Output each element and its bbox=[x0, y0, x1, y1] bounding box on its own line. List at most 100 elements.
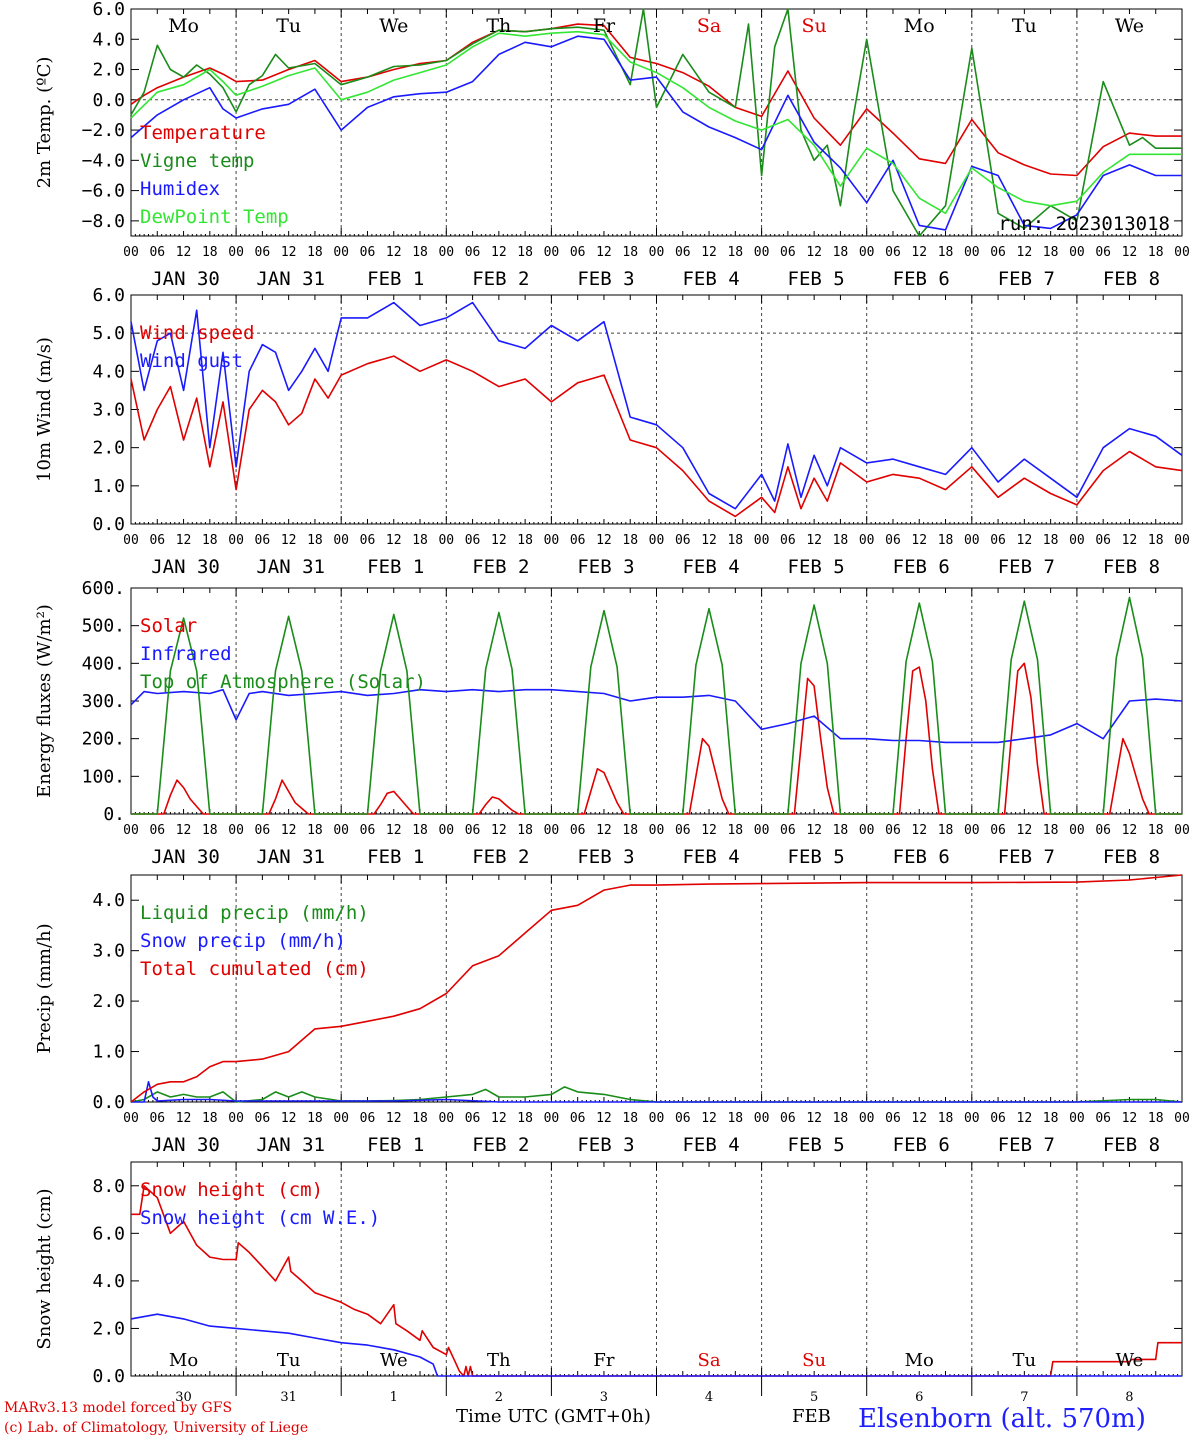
hour-tick-label: 18 bbox=[202, 1111, 218, 1126]
date-label: FEB 4 bbox=[682, 268, 739, 290]
hour-tick-label: 12 bbox=[911, 245, 927, 260]
day-name-label: Mo bbox=[168, 15, 199, 37]
y-tick-label: 2.0 bbox=[92, 991, 125, 1012]
day-name-label: Mo bbox=[905, 1350, 934, 1371]
hour-tick-label: 18 bbox=[202, 245, 218, 260]
date-label: JAN 30 bbox=[151, 1134, 220, 1156]
hour-tick-label: 06 bbox=[990, 823, 1006, 838]
hour-tick-label: 18 bbox=[202, 533, 218, 548]
hour-tick-label: 00 bbox=[859, 245, 875, 260]
hour-tick-label: 12 bbox=[701, 1111, 717, 1126]
hour-tick-label: 00 bbox=[544, 533, 560, 548]
series-line-wind-speed bbox=[130, 355, 1183, 518]
date-label: FEB 2 bbox=[472, 1134, 529, 1156]
hour-tick-label: 00 bbox=[1174, 823, 1190, 838]
hour-tick-label: 18 bbox=[517, 245, 533, 260]
hour-tick-label: 06 bbox=[149, 245, 165, 260]
hour-tick-label: 18 bbox=[1148, 1111, 1164, 1126]
hour-tick-label: 12 bbox=[596, 533, 612, 548]
hour-tick-label: 12 bbox=[911, 823, 927, 838]
hour-tick-label: 18 bbox=[307, 533, 323, 548]
day-name-label: Mo bbox=[169, 1350, 198, 1371]
hour-tick-label: 18 bbox=[727, 245, 743, 260]
day-name-label: Tu bbox=[1012, 15, 1037, 37]
hour-tick-label: 00 bbox=[544, 823, 560, 838]
hour-tick-label: 12 bbox=[1017, 1111, 1033, 1126]
hour-tick-label: 06 bbox=[149, 1111, 165, 1126]
date-label: JAN 31 bbox=[256, 846, 325, 868]
date-label: FEB 2 bbox=[472, 268, 529, 290]
date-label: FEB 2 bbox=[472, 556, 529, 578]
hour-tick-label: 12 bbox=[701, 533, 717, 548]
hour-tick-label: 06 bbox=[1095, 533, 1111, 548]
hour-tick-label: 18 bbox=[727, 823, 743, 838]
hour-tick-label: 00 bbox=[964, 1111, 980, 1126]
date-label: FEB 6 bbox=[893, 846, 950, 868]
day-number-label: 30 bbox=[175, 1390, 192, 1405]
hour-tick-label: 18 bbox=[833, 245, 849, 260]
hour-tick-label: 18 bbox=[622, 533, 638, 548]
y-tick-label: 0.0 bbox=[92, 514, 125, 535]
hour-tick-label: 00 bbox=[1069, 533, 1085, 548]
legend-entry: Solar bbox=[140, 615, 197, 637]
date-label: FEB 7 bbox=[998, 556, 1055, 578]
day-number-label: 8 bbox=[1125, 1390, 1133, 1405]
hour-tick-label: 18 bbox=[938, 245, 954, 260]
hour-tick-label: 00 bbox=[1069, 823, 1085, 838]
legend-entry: Total cumulated (cm) bbox=[140, 958, 369, 980]
hour-tick-label: 06 bbox=[360, 533, 376, 548]
hour-tick-label: 00 bbox=[333, 533, 349, 548]
day-name-label: We bbox=[1115, 15, 1144, 37]
hour-tick-label: 06 bbox=[1095, 245, 1111, 260]
hour-tick-label: 18 bbox=[412, 533, 428, 548]
time-axis-label: Time UTC (GMT+0h) bbox=[456, 1406, 651, 1427]
hour-tick-label: 18 bbox=[517, 1111, 533, 1126]
day-number-label: 7 bbox=[1020, 1390, 1028, 1405]
hour-tick-label: 18 bbox=[517, 823, 533, 838]
hour-tick-label: 06 bbox=[255, 823, 271, 838]
series-line-snow-height-cm-w-e- bbox=[130, 1313, 1182, 1377]
legend-entry: Top of Atmosphere (Solar) bbox=[140, 671, 426, 693]
hour-tick-label: 06 bbox=[570, 245, 586, 260]
day-name-label: We bbox=[379, 15, 408, 37]
hour-tick-label: 06 bbox=[675, 533, 691, 548]
hour-tick-label: 06 bbox=[780, 823, 796, 838]
day-number-label: 2 bbox=[495, 1390, 503, 1405]
hour-tick-label: 00 bbox=[438, 1111, 454, 1126]
hour-tick-label: 06 bbox=[990, 245, 1006, 260]
hour-tick-label: 06 bbox=[465, 533, 481, 548]
y-axis-title: Energy fluxes (W/m²) bbox=[34, 604, 55, 798]
date-label: JAN 30 bbox=[151, 846, 220, 868]
date-label: JAN 31 bbox=[256, 1134, 325, 1156]
hour-tick-label: 00 bbox=[333, 245, 349, 260]
legend-entry: Wind speed bbox=[140, 322, 254, 344]
hour-tick-label: 18 bbox=[307, 823, 323, 838]
y-tick-label: 6.0 bbox=[92, 285, 125, 306]
date-label: FEB 1 bbox=[367, 1134, 424, 1156]
hour-tick-label: 18 bbox=[622, 245, 638, 260]
day-number-label: 31 bbox=[280, 1390, 297, 1405]
day-name-label: Su bbox=[802, 1350, 826, 1371]
hour-tick-label: 12 bbox=[596, 823, 612, 838]
date-label: JAN 30 bbox=[151, 556, 220, 578]
date-label: FEB 7 bbox=[998, 268, 1055, 290]
y-tick-label: −8.0 bbox=[82, 211, 125, 232]
date-label: JAN 30 bbox=[151, 268, 220, 290]
hour-tick-label: 06 bbox=[465, 823, 481, 838]
hour-tick-label: 00 bbox=[649, 245, 665, 260]
panel-4: 4.0 3.0 2.0 1.0 0.0 Precip (mm/h) Liquid preci… bbox=[34, 874, 1190, 1156]
credit-line-2: (c) Lab. of Climatology, University of L… bbox=[4, 1420, 309, 1436]
series-line-vigne-temp bbox=[130, 8, 1182, 237]
panel-2: 6.0 5.0 4.0 3.0 2.0 1.0 0.0 10m Wind (m/s) Wind … bbox=[34, 285, 1190, 578]
hour-tick-label: 18 bbox=[1148, 823, 1164, 838]
hour-tick-label: 12 bbox=[281, 1111, 297, 1126]
hour-tick-label: 06 bbox=[675, 823, 691, 838]
hour-tick-label: 12 bbox=[806, 1111, 822, 1126]
day-name-label: Sa bbox=[698, 1350, 721, 1371]
day-name-label: We bbox=[380, 1350, 408, 1371]
date-label: FEB 5 bbox=[788, 268, 845, 290]
hour-tick-label: 12 bbox=[386, 533, 402, 548]
hour-tick-label: 06 bbox=[885, 245, 901, 260]
date-label: FEB 1 bbox=[367, 268, 424, 290]
series-line-temperature bbox=[130, 23, 1182, 177]
